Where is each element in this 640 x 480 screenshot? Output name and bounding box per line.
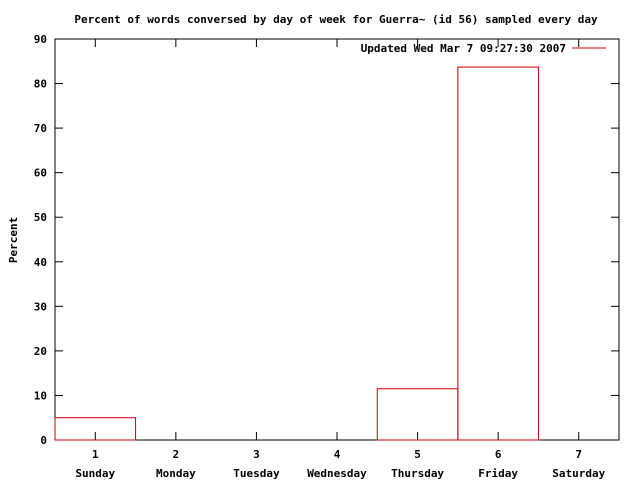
plot-frame: [54, 38, 620, 441]
x-tick-label: 6: [495, 448, 502, 461]
legend-label: Updated Wed Mar 7 09:27:30 2007: [361, 42, 566, 55]
y-tick-label: 50: [34, 211, 47, 224]
bar-series: [54, 66, 539, 441]
y-axis-ticks: 0 10 20 30 40 50 60 70 80 90: [34, 33, 619, 447]
y-tick-label: 80: [34, 78, 47, 91]
x-category-label: Wednesday: [307, 467, 367, 480]
y-tick-label: 30: [34, 300, 47, 313]
x-category-label: Friday: [478, 467, 518, 480]
y-tick-label: 20: [34, 345, 47, 358]
bar-friday: [457, 66, 539, 441]
y-tick-label: 10: [34, 389, 47, 402]
x-category-label: Monday: [156, 467, 196, 480]
y-tick-label: 60: [34, 167, 47, 180]
x-category-label: Tuesday: [233, 467, 280, 480]
y-axis-label: Percent: [7, 217, 20, 263]
x-tick-label: 2: [173, 448, 180, 461]
x-axis-ticks: 1 Sunday 2 Monday 3 Tuesday 4 Wednesday 5 Thursda…: [75, 39, 606, 480]
y-tick-label: 90: [34, 33, 47, 46]
x-tick-label: 3: [253, 448, 260, 461]
x-tick-label: 4: [334, 448, 341, 461]
legend: Updated Wed Mar 7 09:27:30 2007: [361, 42, 606, 55]
x-category-label: Sunday: [75, 467, 115, 480]
x-tick-label: 5: [414, 448, 421, 461]
y-tick-label: 40: [34, 256, 47, 269]
x-tick-label: 1: [92, 448, 99, 461]
chart-title: Percent of words conversed by day of wee…: [74, 13, 598, 26]
x-category-label: Thursday: [391, 467, 444, 480]
x-category-label: Saturday: [552, 467, 605, 480]
y-tick-label: 70: [34, 122, 47, 135]
x-tick-label: 7: [575, 448, 582, 461]
bar-sunday: [54, 417, 137, 441]
y-tick-label: 0: [40, 434, 47, 447]
